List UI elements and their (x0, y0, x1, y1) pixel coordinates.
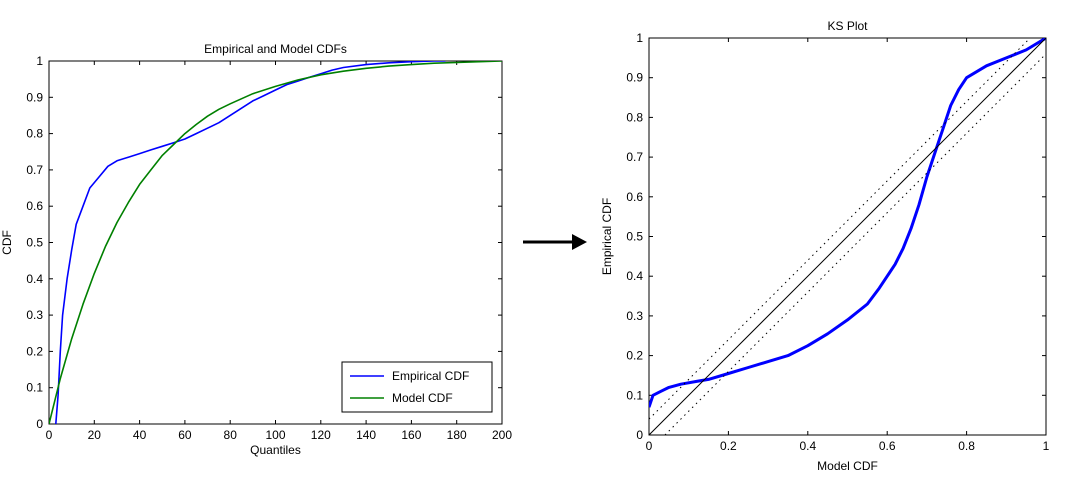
y-tick-label: 0 (36, 417, 43, 431)
y-tick-label: 0.2 (626, 349, 643, 363)
right-arrow-icon (523, 234, 587, 250)
x-tick-label: 80 (224, 428, 238, 442)
x-tick-label: 160 (401, 428, 421, 442)
series-model-cdf (49, 61, 502, 424)
x-tick-label: 140 (356, 428, 376, 442)
y-tick-label: 0.4 (626, 269, 643, 283)
y-tick-label: 0.9 (626, 71, 643, 85)
x-tick-label: 60 (178, 428, 192, 442)
x-tick-label: 200 (492, 428, 512, 442)
legend-box (341, 361, 493, 413)
x-tick-label: 180 (447, 428, 467, 442)
y-tick-label: 0.3 (26, 308, 43, 322)
y-tick-label: 0.7 (626, 150, 643, 164)
y-tick-label: 1 (636, 31, 643, 45)
y-tick-label: 0.5 (26, 236, 43, 250)
x-tick-label: 20 (88, 428, 102, 442)
x-tick-label: 1 (1043, 439, 1050, 453)
y-tick-label: 0.8 (26, 127, 43, 141)
x-tick-label: 0.6 (879, 439, 896, 453)
ks-plot-chart: 0 0.2 0.4 0.6 0.8 1 0 0.1 0.2 0.3 0.4 0.5 0.6 0.7 0.8 0… (600, 19, 1050, 473)
x-tick-label: 40 (133, 428, 147, 442)
x-tick-label: 0.2 (720, 439, 737, 453)
chart-title: Empirical and Model CDFs (204, 42, 347, 56)
legend-entry: Model CDF (392, 391, 453, 405)
diagonal-reference-line (649, 38, 1046, 435)
y-axis-label: Empirical CDF (600, 198, 614, 275)
y-tick-label: 1 (36, 54, 43, 68)
y-tick-label: 0.6 (26, 199, 43, 213)
x-tick-label: 0.4 (799, 439, 816, 453)
x-axis-label: Quantiles (250, 443, 301, 457)
y-tick-label: 0.1 (26, 381, 43, 395)
legend: Empirical CDF Model CDF (341, 361, 493, 413)
y-tick-label: 0.3 (626, 309, 643, 323)
series-empirical-cdf (55, 61, 446, 424)
y-tick-label: 0.7 (26, 163, 43, 177)
arrow-head (572, 234, 587, 250)
y-tick-label: 0.1 (626, 388, 643, 402)
y-tick-label: 0.5 (626, 230, 643, 244)
x-tick-label: 100 (265, 428, 285, 442)
x-tick-label: 120 (311, 428, 331, 442)
legend-entry: Empirical CDF (392, 369, 469, 383)
y-tick-label: 0.2 (26, 344, 43, 358)
x-tick-label: 0 (46, 428, 53, 442)
chart-title: KS Plot (827, 19, 868, 33)
cdf-chart: 0 20 40 60 80 100 120 140 160 180 200 0 0.1 0.2 0.3 0.4… (0, 42, 512, 457)
y-tick-label: 0.4 (26, 272, 43, 286)
y-tick-label: 0.9 (26, 90, 43, 104)
x-tick-label: 0.8 (958, 439, 975, 453)
x-tick-label: 0 (646, 439, 653, 453)
y-tick-label: 0.6 (626, 190, 643, 204)
y-tick-label: 0 (636, 428, 643, 442)
x-axis-label: Model CDF (817, 459, 878, 473)
y-tick-label: 0.8 (626, 110, 643, 124)
y-axis-label: CDF (0, 230, 14, 255)
ks-curve (649, 38, 1046, 408)
